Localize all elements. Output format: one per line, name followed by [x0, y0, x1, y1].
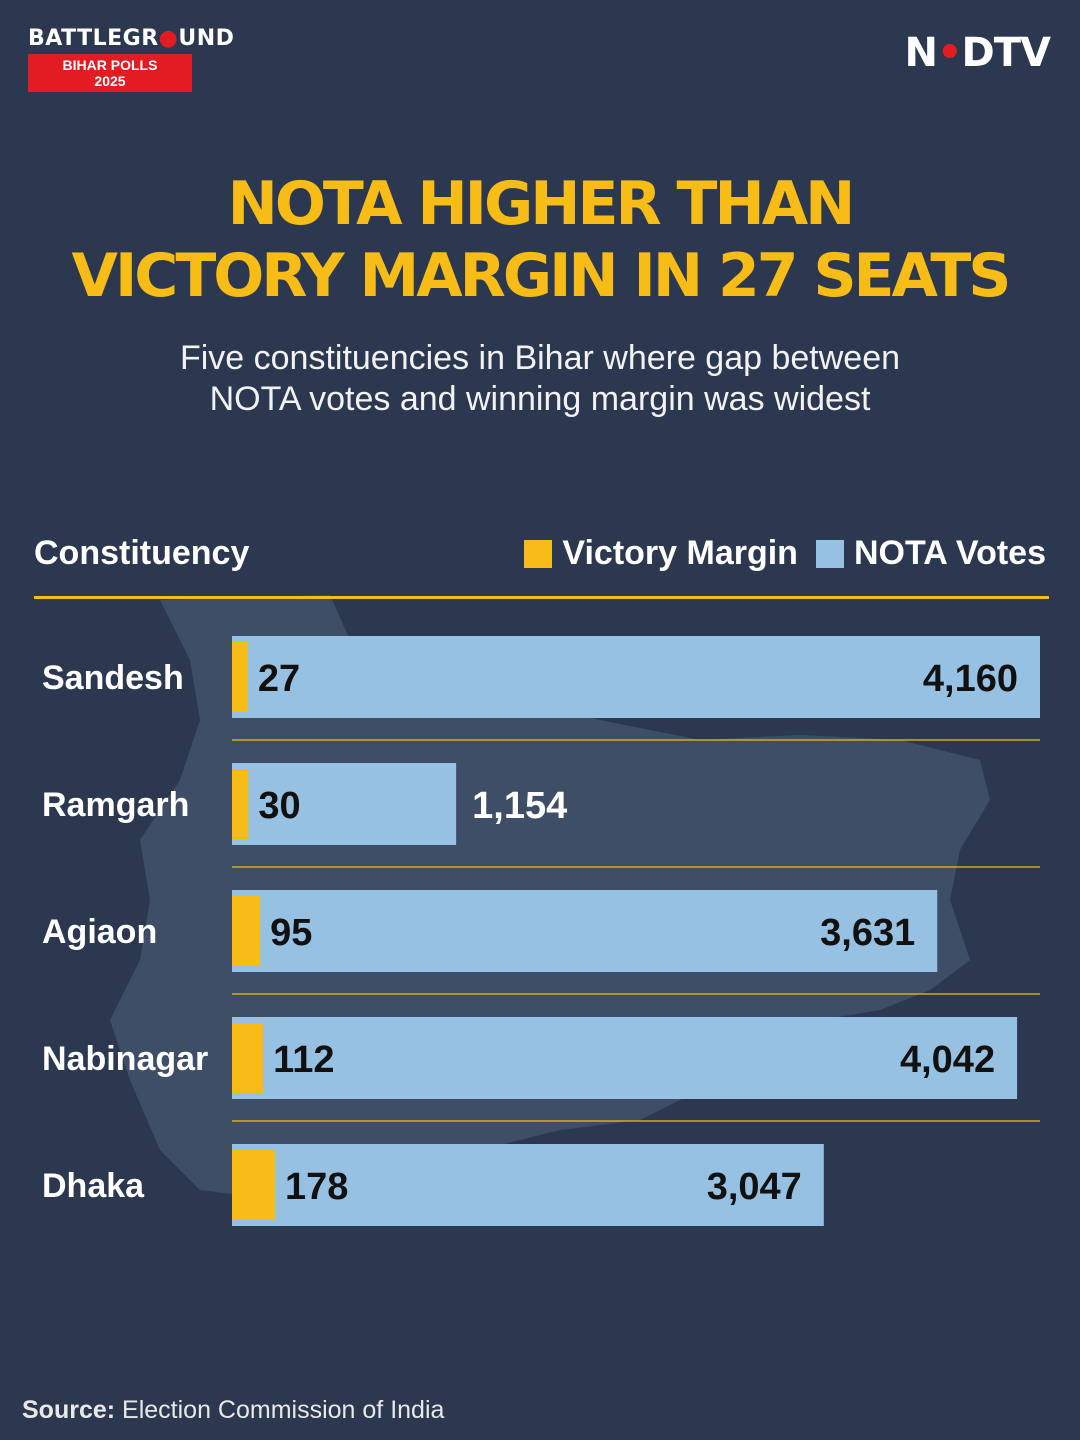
- nota-votes-bar: [232, 1017, 1018, 1099]
- nota-votes-value: 1,154: [472, 785, 567, 827]
- nota-votes-value: 3,047: [707, 1166, 802, 1208]
- nota-votes-value: 3,631: [820, 912, 915, 954]
- header-divider: [34, 596, 1049, 599]
- victory-margin-value: 112: [273, 1039, 334, 1081]
- page-subtitle: Five constituencies in Bihar where gap b…: [0, 338, 1080, 420]
- constituency-label: Nabinagar: [42, 1040, 208, 1078]
- victory-margin-value: 30: [258, 785, 300, 827]
- chart-legend: Victory Margin NOTA Votes: [506, 534, 1046, 573]
- victory-margin-bar: [232, 1150, 276, 1220]
- victory-margin-swatch: [524, 539, 553, 568]
- page-title: NOTA HIGHER THAN VICTORY MARGIN IN 27 SE…: [0, 168, 1080, 312]
- constituency-column-header: Constituency: [34, 534, 250, 572]
- constituency-label: Dhaka: [42, 1167, 145, 1205]
- map-pin-icon: ●: [158, 26, 179, 51]
- constituency-label: Agiaon: [42, 913, 157, 951]
- nota-votes-bar: [232, 1144, 824, 1226]
- title-line-2: VICTORY MARGIN IN 27 SEATS: [71, 241, 1012, 311]
- victory-margin-bar: [232, 896, 261, 966]
- constituency-label: Ramgarh: [42, 786, 189, 824]
- legend-nota-votes: NOTA Votes: [815, 534, 1046, 573]
- brand-wordmark: BATTLEGR●UND: [28, 26, 235, 51]
- victory-margin-bar: [232, 769, 249, 839]
- constituency-label: Sandesh: [42, 659, 184, 697]
- legend-victory-margin: Victory Margin: [524, 534, 798, 573]
- victory-margin-value: 95: [270, 912, 312, 954]
- nota-votes-bar: [232, 636, 1040, 718]
- victory-margin-value: 178: [285, 1166, 348, 1208]
- legend-label: Victory Margin: [562, 534, 798, 572]
- victory-margin-value: 27: [258, 658, 300, 700]
- nota-votes-bar: [232, 890, 938, 972]
- title-line-1: NOTA HIGHER THAN: [227, 169, 856, 239]
- victory-margin-bar: [232, 1023, 264, 1093]
- brand-subtitle: BIHAR POLLS 2025: [28, 54, 192, 92]
- subtitle-line-2: NOTA votes and winning margin was widest: [209, 380, 871, 418]
- legend-label: NOTA Votes: [853, 534, 1046, 572]
- ndtv-logo: N•DTV: [904, 30, 1051, 76]
- nota-votes-swatch: [815, 539, 844, 568]
- subtitle-line-1: Five constituencies in Bihar where gap b…: [179, 339, 901, 377]
- source-note: Source: Election Commission of India: [22, 1396, 445, 1424]
- nota-votes-bar: [232, 763, 457, 845]
- nota-votes-value: 4,042: [900, 1039, 995, 1081]
- victory-margin-bar: [232, 642, 248, 712]
- nota-votes-value: 4,160: [923, 658, 1018, 700]
- battleground-brand: BATTLEGR●UND BIHAR POLLS 2025: [28, 26, 234, 92]
